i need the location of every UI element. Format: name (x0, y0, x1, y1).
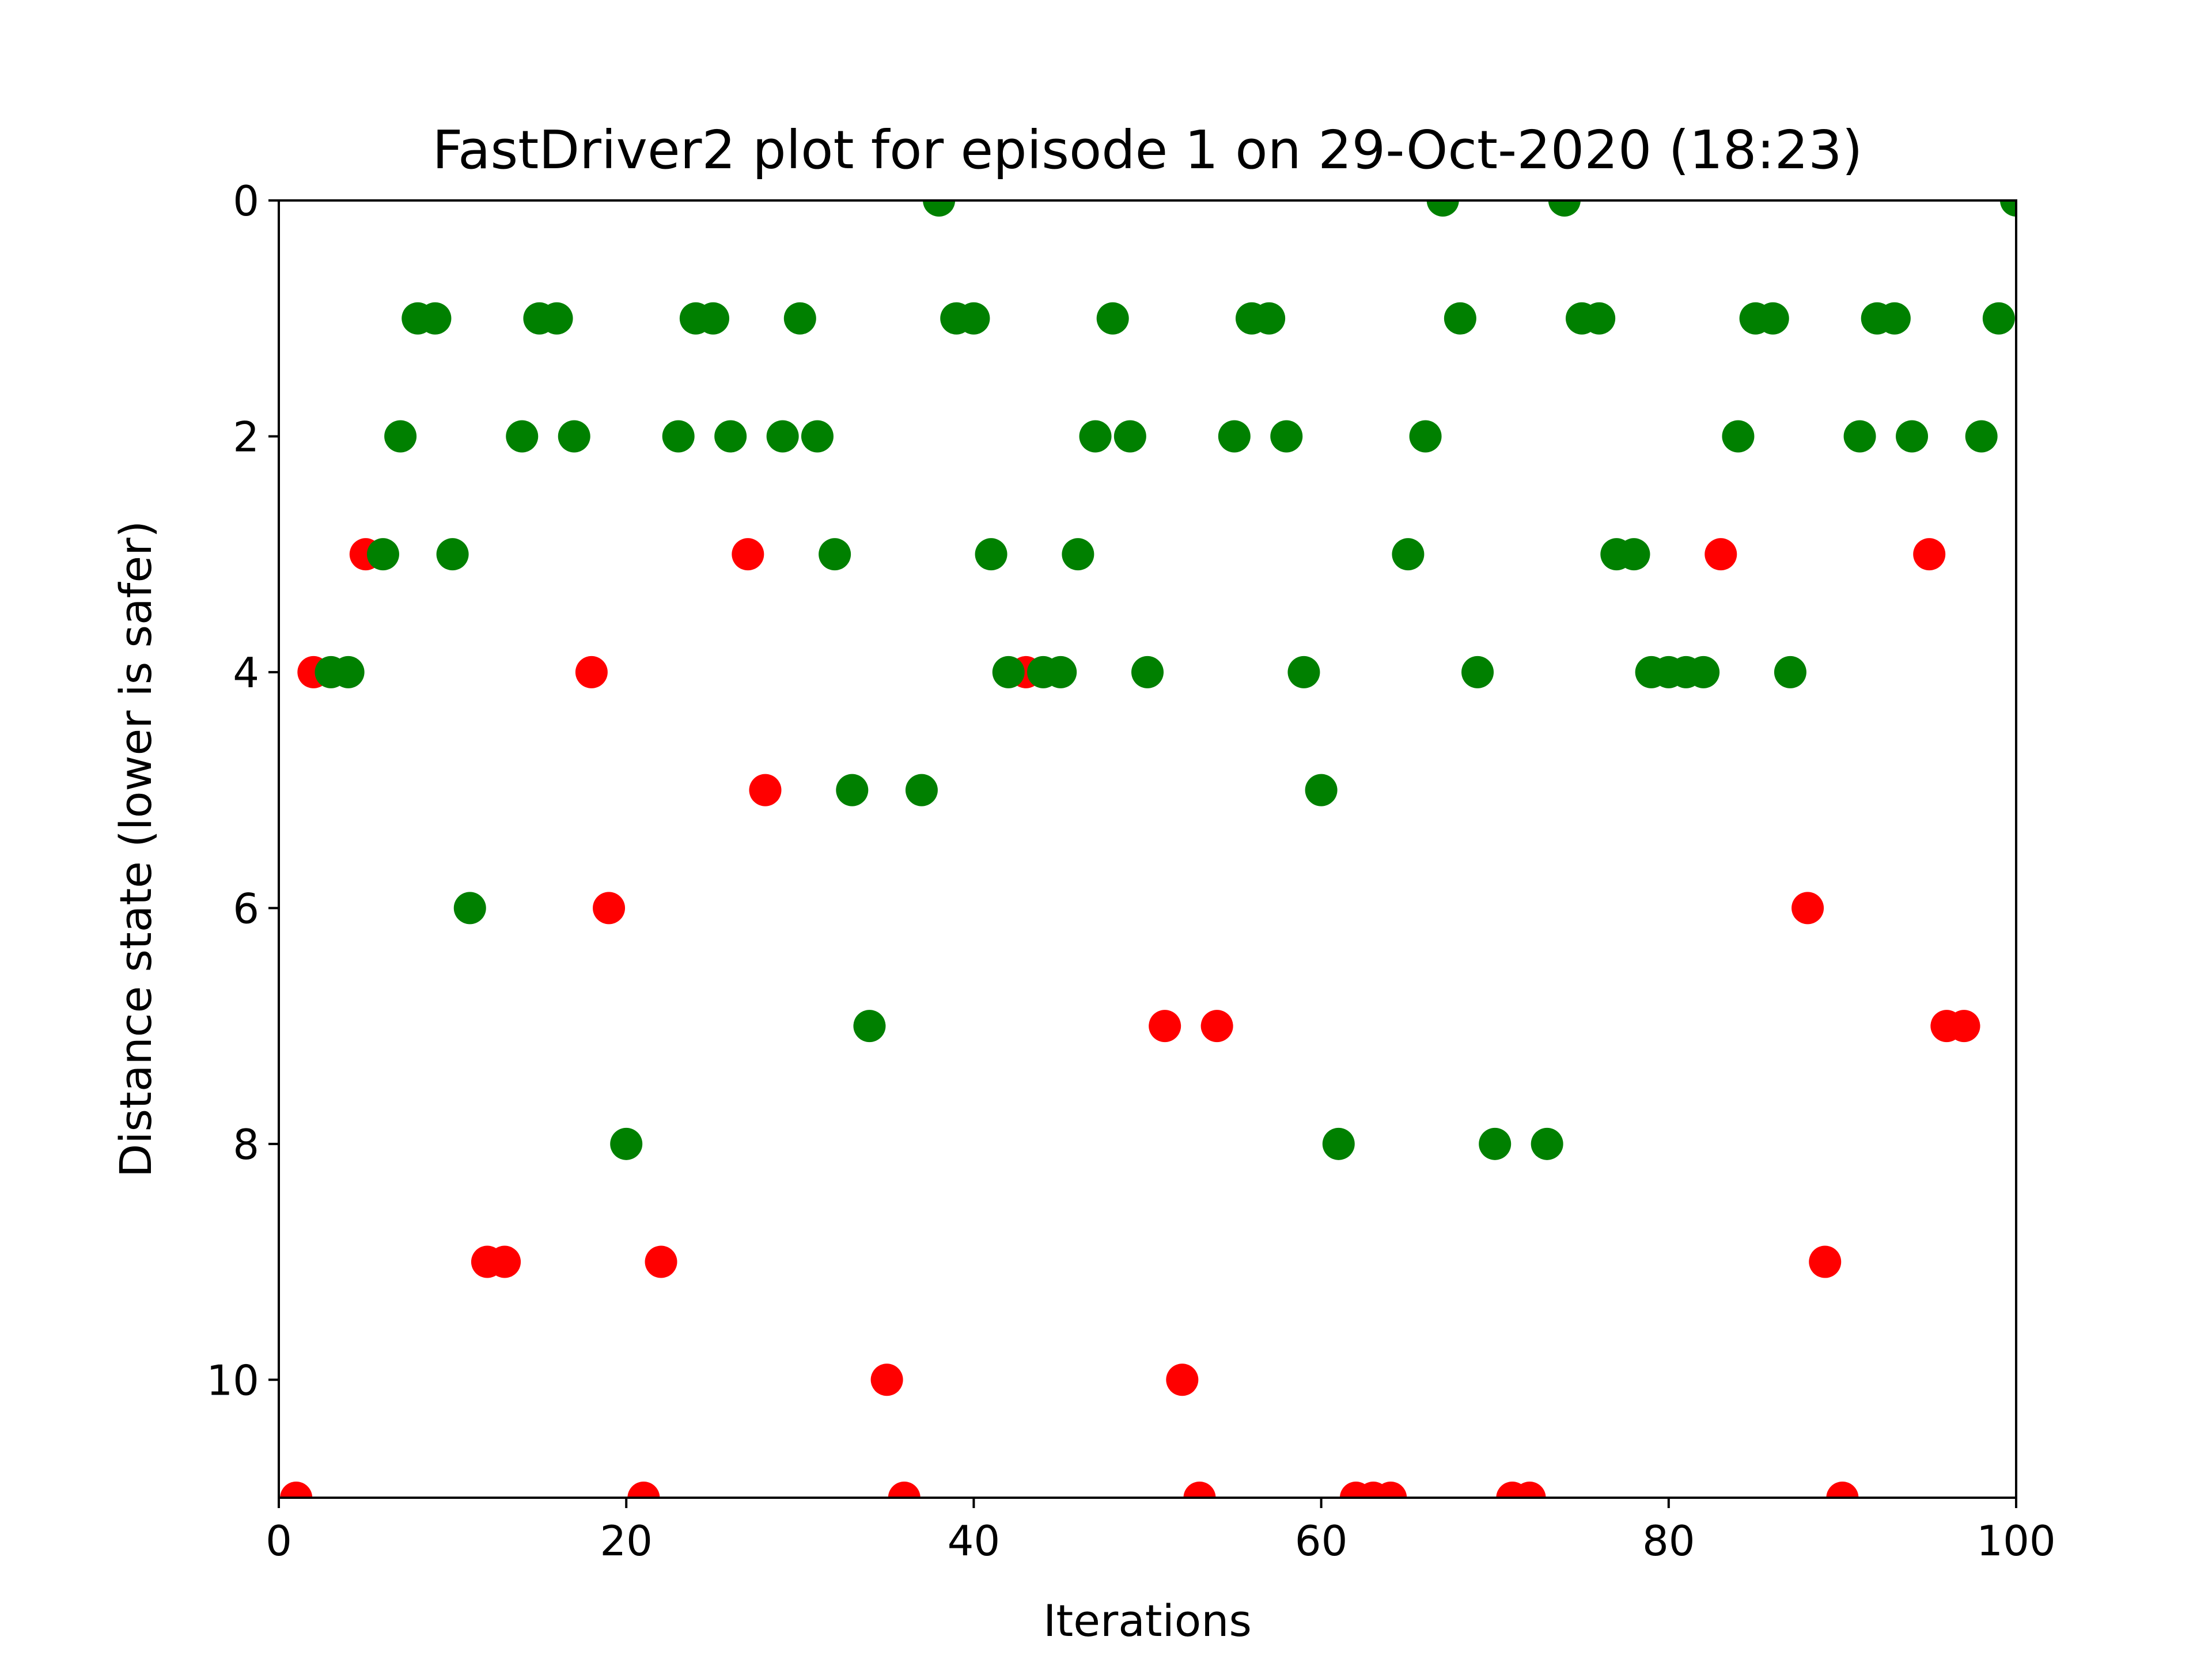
safe-point (819, 538, 851, 571)
safe-point (506, 420, 539, 453)
unsafe-point (1183, 1482, 1216, 1498)
safe-point (1982, 302, 2015, 335)
safe-point (1774, 656, 1806, 688)
safe-point (1722, 420, 1755, 453)
safe-point (1409, 420, 1442, 453)
unsafe-point (749, 774, 782, 806)
safe-point (419, 302, 452, 335)
safe-point (1096, 302, 1129, 335)
safe-point (2000, 200, 2016, 217)
y-tick-label: 6 (233, 884, 259, 933)
x-tick-label: 100 (1976, 1517, 2055, 1565)
unsafe-point (1705, 538, 1737, 571)
safe-point (453, 892, 486, 925)
unsafe-point (488, 1245, 521, 1278)
safe-point (1965, 420, 1998, 453)
y-axis-label: Distance state (lower is safer) (110, 521, 161, 1177)
safe-point (766, 420, 799, 453)
safe-point (436, 538, 469, 571)
safe-point (801, 420, 834, 453)
unsafe-point (732, 538, 764, 571)
safe-point (1531, 1127, 1563, 1160)
safe-point (923, 200, 956, 217)
safe-point (1548, 200, 1581, 217)
safe-point (1687, 656, 1720, 688)
safe-point (853, 1010, 886, 1043)
safe-point (1131, 656, 1164, 688)
safe-point (1896, 420, 1929, 453)
safe-point (1079, 420, 1112, 453)
safe-point (1843, 420, 1876, 453)
x-tick-label: 40 (948, 1517, 1001, 1565)
unsafe-point (1913, 538, 1946, 571)
unsafe-point (1200, 1010, 1233, 1043)
unsafe-point (627, 1482, 660, 1498)
safe-point (1878, 302, 1911, 335)
y-tick-label: 8 (233, 1120, 259, 1169)
unsafe-point (1791, 892, 1824, 925)
plot-frame (278, 199, 2017, 1499)
unsafe-point (888, 1482, 921, 1498)
unsafe-point (280, 1482, 313, 1498)
safe-point (836, 774, 869, 806)
safe-point (1062, 538, 1094, 571)
safe-point (1426, 200, 1459, 217)
safe-point (714, 420, 747, 453)
chart-title: FastDriver2 plot for episode 1 on 29-Oct… (432, 119, 1862, 181)
unsafe-point (1826, 1482, 1859, 1498)
safe-point (1044, 656, 1077, 688)
safe-point (610, 1127, 643, 1160)
safe-point (366, 538, 399, 571)
safe-point (905, 774, 938, 806)
y-axis-ticks: 0 2 4 6 8 10 (206, 177, 279, 1404)
unsafe-point (645, 1245, 677, 1278)
safe-point (662, 420, 695, 453)
x-axis-ticks: 0 20 40 60 80 100 (266, 1498, 2056, 1565)
unsafe-point (593, 892, 626, 925)
safe-point (1618, 538, 1650, 571)
safe-point (1444, 302, 1476, 335)
x-tick-label: 20 (600, 1517, 653, 1565)
safe-point (957, 302, 990, 335)
unsafe-point (1513, 1482, 1546, 1498)
safe-point (992, 656, 1025, 688)
safe-point (558, 420, 590, 453)
safe-point (975, 538, 1007, 571)
safe-point (1756, 302, 1789, 335)
safe-point (1322, 1127, 1355, 1160)
unsafe-point (575, 656, 608, 688)
x-axis-label: Iterations (1043, 1595, 1252, 1646)
points-layer (280, 200, 2016, 1498)
x-tick-label: 0 (266, 1517, 292, 1565)
safe-point (1479, 1127, 1512, 1160)
safe-point (1305, 774, 1338, 806)
safe-point (1583, 302, 1616, 335)
safe-point (332, 656, 365, 688)
safe-point (384, 420, 417, 453)
safe-point (1270, 420, 1303, 453)
safe-point (1218, 420, 1251, 453)
x-tick-label: 60 (1295, 1517, 1348, 1565)
unsafe-point (1809, 1245, 1842, 1278)
x-tick-label: 80 (1642, 1517, 1695, 1565)
unsafe-point (1374, 1482, 1407, 1498)
safe-point (1287, 656, 1320, 688)
unsafe-point (1948, 1010, 1980, 1043)
safe-point (783, 302, 816, 335)
safe-point (1113, 420, 1146, 453)
safe-point (540, 302, 573, 335)
unsafe-point (1149, 1010, 1181, 1043)
y-tick-label: 10 (206, 1356, 259, 1404)
y-tick-label: 2 (233, 412, 259, 461)
unsafe-point (870, 1363, 903, 1396)
safe-point (697, 302, 729, 335)
y-tick-label: 0 (233, 177, 259, 225)
safe-point (1461, 656, 1494, 688)
unsafe-point (1166, 1363, 1199, 1396)
safe-point (1253, 302, 1286, 335)
safe-point (1392, 538, 1425, 571)
y-tick-label: 4 (233, 649, 259, 697)
